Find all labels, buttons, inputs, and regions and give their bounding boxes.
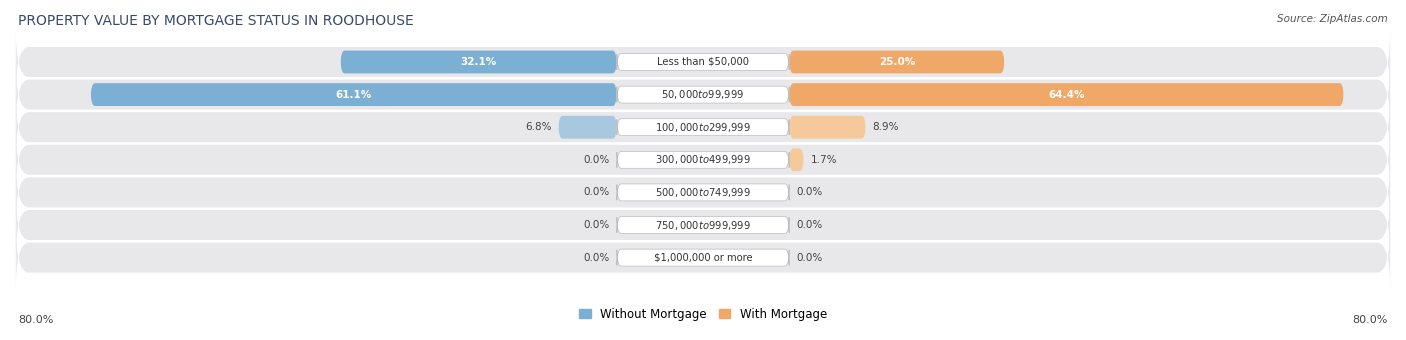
Text: 6.8%: 6.8% bbox=[524, 122, 551, 132]
Text: $100,000 to $299,999: $100,000 to $299,999 bbox=[655, 121, 751, 134]
FancyBboxPatch shape bbox=[617, 53, 789, 70]
FancyBboxPatch shape bbox=[15, 126, 1391, 194]
FancyBboxPatch shape bbox=[789, 51, 1004, 73]
Text: 80.0%: 80.0% bbox=[18, 314, 53, 325]
Text: 0.0%: 0.0% bbox=[796, 187, 823, 198]
FancyBboxPatch shape bbox=[558, 116, 617, 139]
FancyBboxPatch shape bbox=[617, 184, 789, 201]
FancyBboxPatch shape bbox=[789, 116, 866, 139]
FancyBboxPatch shape bbox=[617, 217, 789, 234]
FancyBboxPatch shape bbox=[617, 151, 789, 168]
FancyBboxPatch shape bbox=[340, 51, 617, 73]
FancyBboxPatch shape bbox=[617, 249, 789, 266]
FancyBboxPatch shape bbox=[91, 83, 617, 106]
Text: 0.0%: 0.0% bbox=[796, 220, 823, 230]
FancyBboxPatch shape bbox=[617, 119, 789, 136]
Text: 80.0%: 80.0% bbox=[1353, 314, 1388, 325]
Text: 64.4%: 64.4% bbox=[1047, 90, 1084, 100]
Text: 0.0%: 0.0% bbox=[583, 187, 610, 198]
FancyBboxPatch shape bbox=[15, 158, 1391, 226]
Text: Less than $50,000: Less than $50,000 bbox=[657, 57, 749, 67]
FancyBboxPatch shape bbox=[15, 28, 1391, 96]
Legend: Without Mortgage, With Mortgage: Without Mortgage, With Mortgage bbox=[574, 303, 832, 325]
Text: 0.0%: 0.0% bbox=[583, 155, 610, 165]
Text: 0.0%: 0.0% bbox=[583, 253, 610, 262]
FancyBboxPatch shape bbox=[789, 148, 804, 171]
FancyBboxPatch shape bbox=[15, 224, 1391, 291]
Text: Source: ZipAtlas.com: Source: ZipAtlas.com bbox=[1277, 14, 1388, 23]
Text: 1.7%: 1.7% bbox=[811, 155, 837, 165]
FancyBboxPatch shape bbox=[789, 83, 1344, 106]
Text: 61.1%: 61.1% bbox=[336, 90, 373, 100]
FancyBboxPatch shape bbox=[617, 86, 789, 103]
Text: 8.9%: 8.9% bbox=[873, 122, 900, 132]
FancyBboxPatch shape bbox=[15, 93, 1391, 161]
Text: $50,000 to $99,999: $50,000 to $99,999 bbox=[661, 88, 745, 101]
Text: 32.1%: 32.1% bbox=[461, 57, 496, 67]
Text: $1,000,000 or more: $1,000,000 or more bbox=[654, 253, 752, 262]
FancyBboxPatch shape bbox=[15, 191, 1391, 259]
Text: 0.0%: 0.0% bbox=[796, 253, 823, 262]
Text: $300,000 to $499,999: $300,000 to $499,999 bbox=[655, 153, 751, 166]
Text: $500,000 to $749,999: $500,000 to $749,999 bbox=[655, 186, 751, 199]
Text: $750,000 to $999,999: $750,000 to $999,999 bbox=[655, 219, 751, 232]
Text: 0.0%: 0.0% bbox=[583, 220, 610, 230]
Text: PROPERTY VALUE BY MORTGAGE STATUS IN ROODHOUSE: PROPERTY VALUE BY MORTGAGE STATUS IN ROO… bbox=[18, 14, 413, 28]
Text: 25.0%: 25.0% bbox=[879, 57, 915, 67]
FancyBboxPatch shape bbox=[15, 61, 1391, 129]
